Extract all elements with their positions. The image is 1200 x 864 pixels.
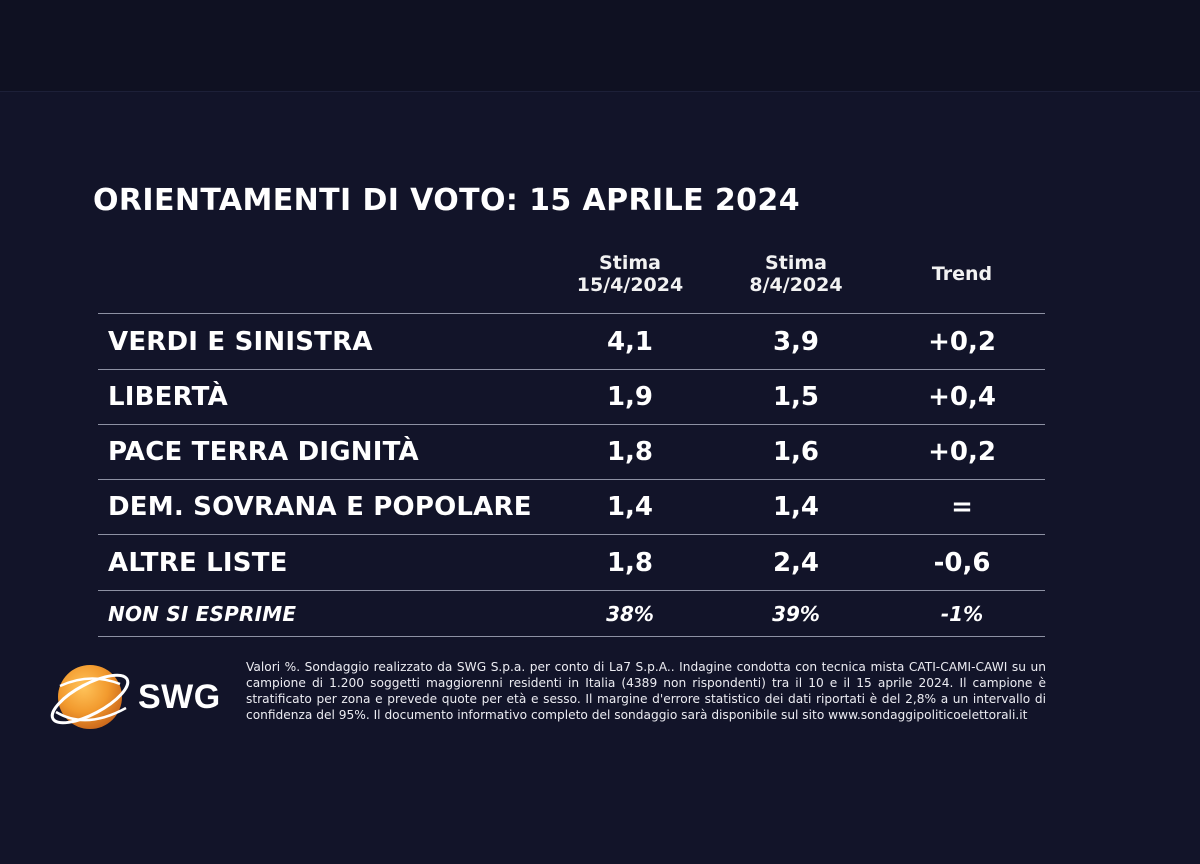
swg-logo-text: SWG [138, 678, 221, 716]
table-rule [98, 479, 1045, 480]
cell-previous-pace-terra-dignita: 1,6 [772, 437, 820, 467]
row-label-non-si-esprime: NON SI ESPRIME [108, 602, 297, 626]
row-label-pace-terra-dignita: PACE TERRA DIGNITÀ [108, 437, 419, 467]
globe-swoosh [55, 706, 127, 722]
cell-current-altre-liste: 1,8 [606, 548, 654, 578]
column-header-previous-line2: 8/4/2024 [749, 274, 843, 296]
cell-trend-altre-liste: -0,6 [933, 548, 991, 578]
cell-trend-dem-sovrana-e-popolare: = [951, 492, 973, 522]
table-rule [98, 590, 1045, 591]
cell-trend-liberta: +0,4 [928, 382, 996, 412]
column-header-current: Stima 15/4/2024 [550, 252, 710, 296]
column-header-current-line2: 15/4/2024 [576, 274, 684, 296]
cell-current-dem-sovrana-e-popolare: 1,4 [606, 492, 654, 522]
cell-current-liberta: 1,9 [606, 382, 654, 412]
row-label-liberta: LIBERTÀ [108, 382, 228, 412]
cell-trend-verdi-e-sinistra: +0,2 [928, 327, 996, 357]
column-header-previous-line1: Stima [765, 252, 827, 274]
row-label-verdi-e-sinistra: VERDI E SINISTRA [108, 327, 373, 357]
cell-current-pace-terra-dignita: 1,8 [606, 437, 654, 467]
top-band [0, 0, 1200, 92]
table-rule [98, 424, 1045, 425]
cell-trend-pace-terra-dignita: +0,2 [928, 437, 996, 467]
column-header-trend-line1: Trend [931, 263, 993, 285]
table-rule [98, 636, 1045, 637]
column-header-previous: Stima 8/4/2024 [716, 252, 876, 296]
globe-ring [50, 673, 130, 725]
cell-previous-non-si-esprime: 39% [772, 602, 820, 626]
cell-previous-dem-sovrana-e-popolare: 1,4 [772, 492, 820, 522]
column-header-trend: Trend [882, 263, 1042, 285]
cell-previous-verdi-e-sinistra: 3,9 [772, 327, 820, 357]
chart-title: ORIENTAMENTI DI VOTO: 15 APRILE 2024 [93, 183, 800, 218]
cell-current-non-si-esprime: 38% [606, 602, 654, 626]
table-rule [98, 313, 1045, 314]
cell-current-verdi-e-sinistra: 4,1 [606, 327, 654, 357]
row-label-dem-sovrana-e-popolare: DEM. SOVRANA E POPOLARE [108, 492, 532, 522]
row-label-altre-liste: ALTRE LISTE [108, 548, 288, 578]
column-header-current-line1: Stima [599, 252, 661, 274]
cell-trend-non-si-esprime: -1% [940, 602, 984, 626]
swg-globe-icon [50, 665, 130, 729]
cell-previous-altre-liste: 2,4 [772, 548, 820, 578]
cell-previous-liberta: 1,5 [772, 382, 820, 412]
methodology-note: Valori %. Sondaggio realizzato da SWG S.… [246, 660, 1046, 722]
table-rule [98, 369, 1045, 370]
table-rule [98, 534, 1045, 535]
globe-swoosh [59, 677, 121, 688]
